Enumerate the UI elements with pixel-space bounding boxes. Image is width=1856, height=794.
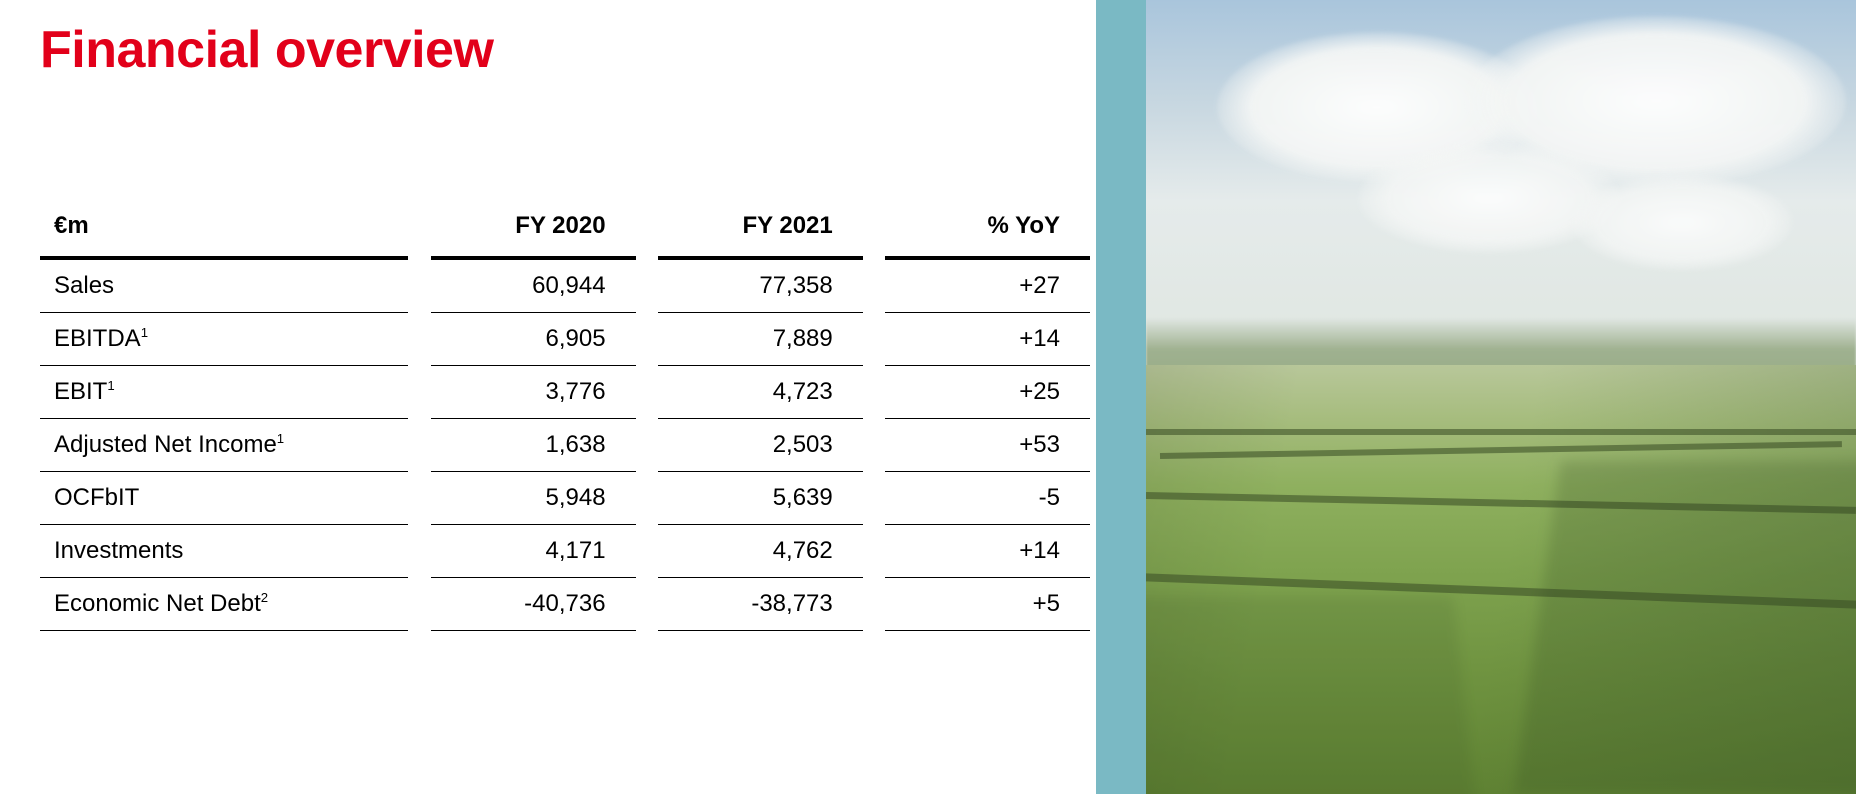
table-row: EBITDA1 6,905 7,889 +14: [40, 313, 1090, 366]
metric-label: EBIT1: [40, 366, 408, 419]
cell-yoy: -5: [885, 472, 1090, 525]
footnote-ref: 1: [277, 431, 284, 446]
cell-fy2020: -40,736: [431, 578, 636, 631]
page-title: Financial overview: [40, 20, 1090, 80]
cell-fy2021: 77,358: [658, 260, 863, 313]
header-currency: €m: [40, 200, 408, 260]
landscape-photo: [1146, 0, 1856, 794]
financial-table: €m FY 2020 FY 2021 % YoY Sales 60,944 77,3…: [40, 200, 1090, 631]
metric-label: OCFbIT: [40, 472, 408, 525]
metric-label: Economic Net Debt2: [40, 578, 408, 631]
cell-fy2021: -38,773: [658, 578, 863, 631]
cell-yoy: +14: [885, 313, 1090, 366]
footnote-ref: 1: [107, 378, 114, 393]
footnote-ref: 2: [261, 590, 268, 605]
metric-label: EBITDA1: [40, 313, 408, 366]
cell-yoy: +27: [885, 260, 1090, 313]
metric-label: Investments: [40, 525, 408, 578]
table-row: OCFbIT 5,948 5,639 -5: [40, 472, 1090, 525]
cell-yoy: +53: [885, 419, 1090, 472]
cell-fy2020: 60,944: [431, 260, 636, 313]
cell-fy2021: 5,639: [658, 472, 863, 525]
cell-fy2021: 4,723: [658, 366, 863, 419]
cell-yoy: +14: [885, 525, 1090, 578]
table-row: Sales 60,944 77,358 +27: [40, 260, 1090, 313]
cell-fy2020: 1,638: [431, 419, 636, 472]
cell-yoy: +25: [885, 366, 1090, 419]
cell-yoy: +5: [885, 578, 1090, 631]
cell-fy2020: 4,171: [431, 525, 636, 578]
content-area: Financial overview €m FY 2020 FY 2021 % …: [40, 20, 1090, 631]
metric-label: Sales: [40, 260, 408, 313]
table-header-row: €m FY 2020 FY 2021 % YoY: [40, 200, 1090, 260]
header-fy2020: FY 2020: [431, 200, 636, 260]
cell-fy2021: 7,889: [658, 313, 863, 366]
table-row: Investments 4,171 4,762 +14: [40, 525, 1090, 578]
cell-fy2020: 3,776: [431, 366, 636, 419]
accent-strip: [1096, 0, 1146, 794]
side-photo-band: [1096, 0, 1856, 794]
table-row: EBIT1 3,776 4,723 +25: [40, 366, 1090, 419]
footnote-ref: 1: [141, 325, 148, 340]
cell-fy2021: 2,503: [658, 419, 863, 472]
cell-fy2020: 6,905: [431, 313, 636, 366]
cell-fy2021: 4,762: [658, 525, 863, 578]
metric-label: Adjusted Net Income1: [40, 419, 408, 472]
table-row: Economic Net Debt2 -40,736 -38,773 +5: [40, 578, 1090, 631]
cell-fy2020: 5,948: [431, 472, 636, 525]
header-yoy: % YoY: [885, 200, 1090, 260]
header-fy2021: FY 2021: [658, 200, 863, 260]
table-row: Adjusted Net Income1 1,638 2,503 +53: [40, 419, 1090, 472]
